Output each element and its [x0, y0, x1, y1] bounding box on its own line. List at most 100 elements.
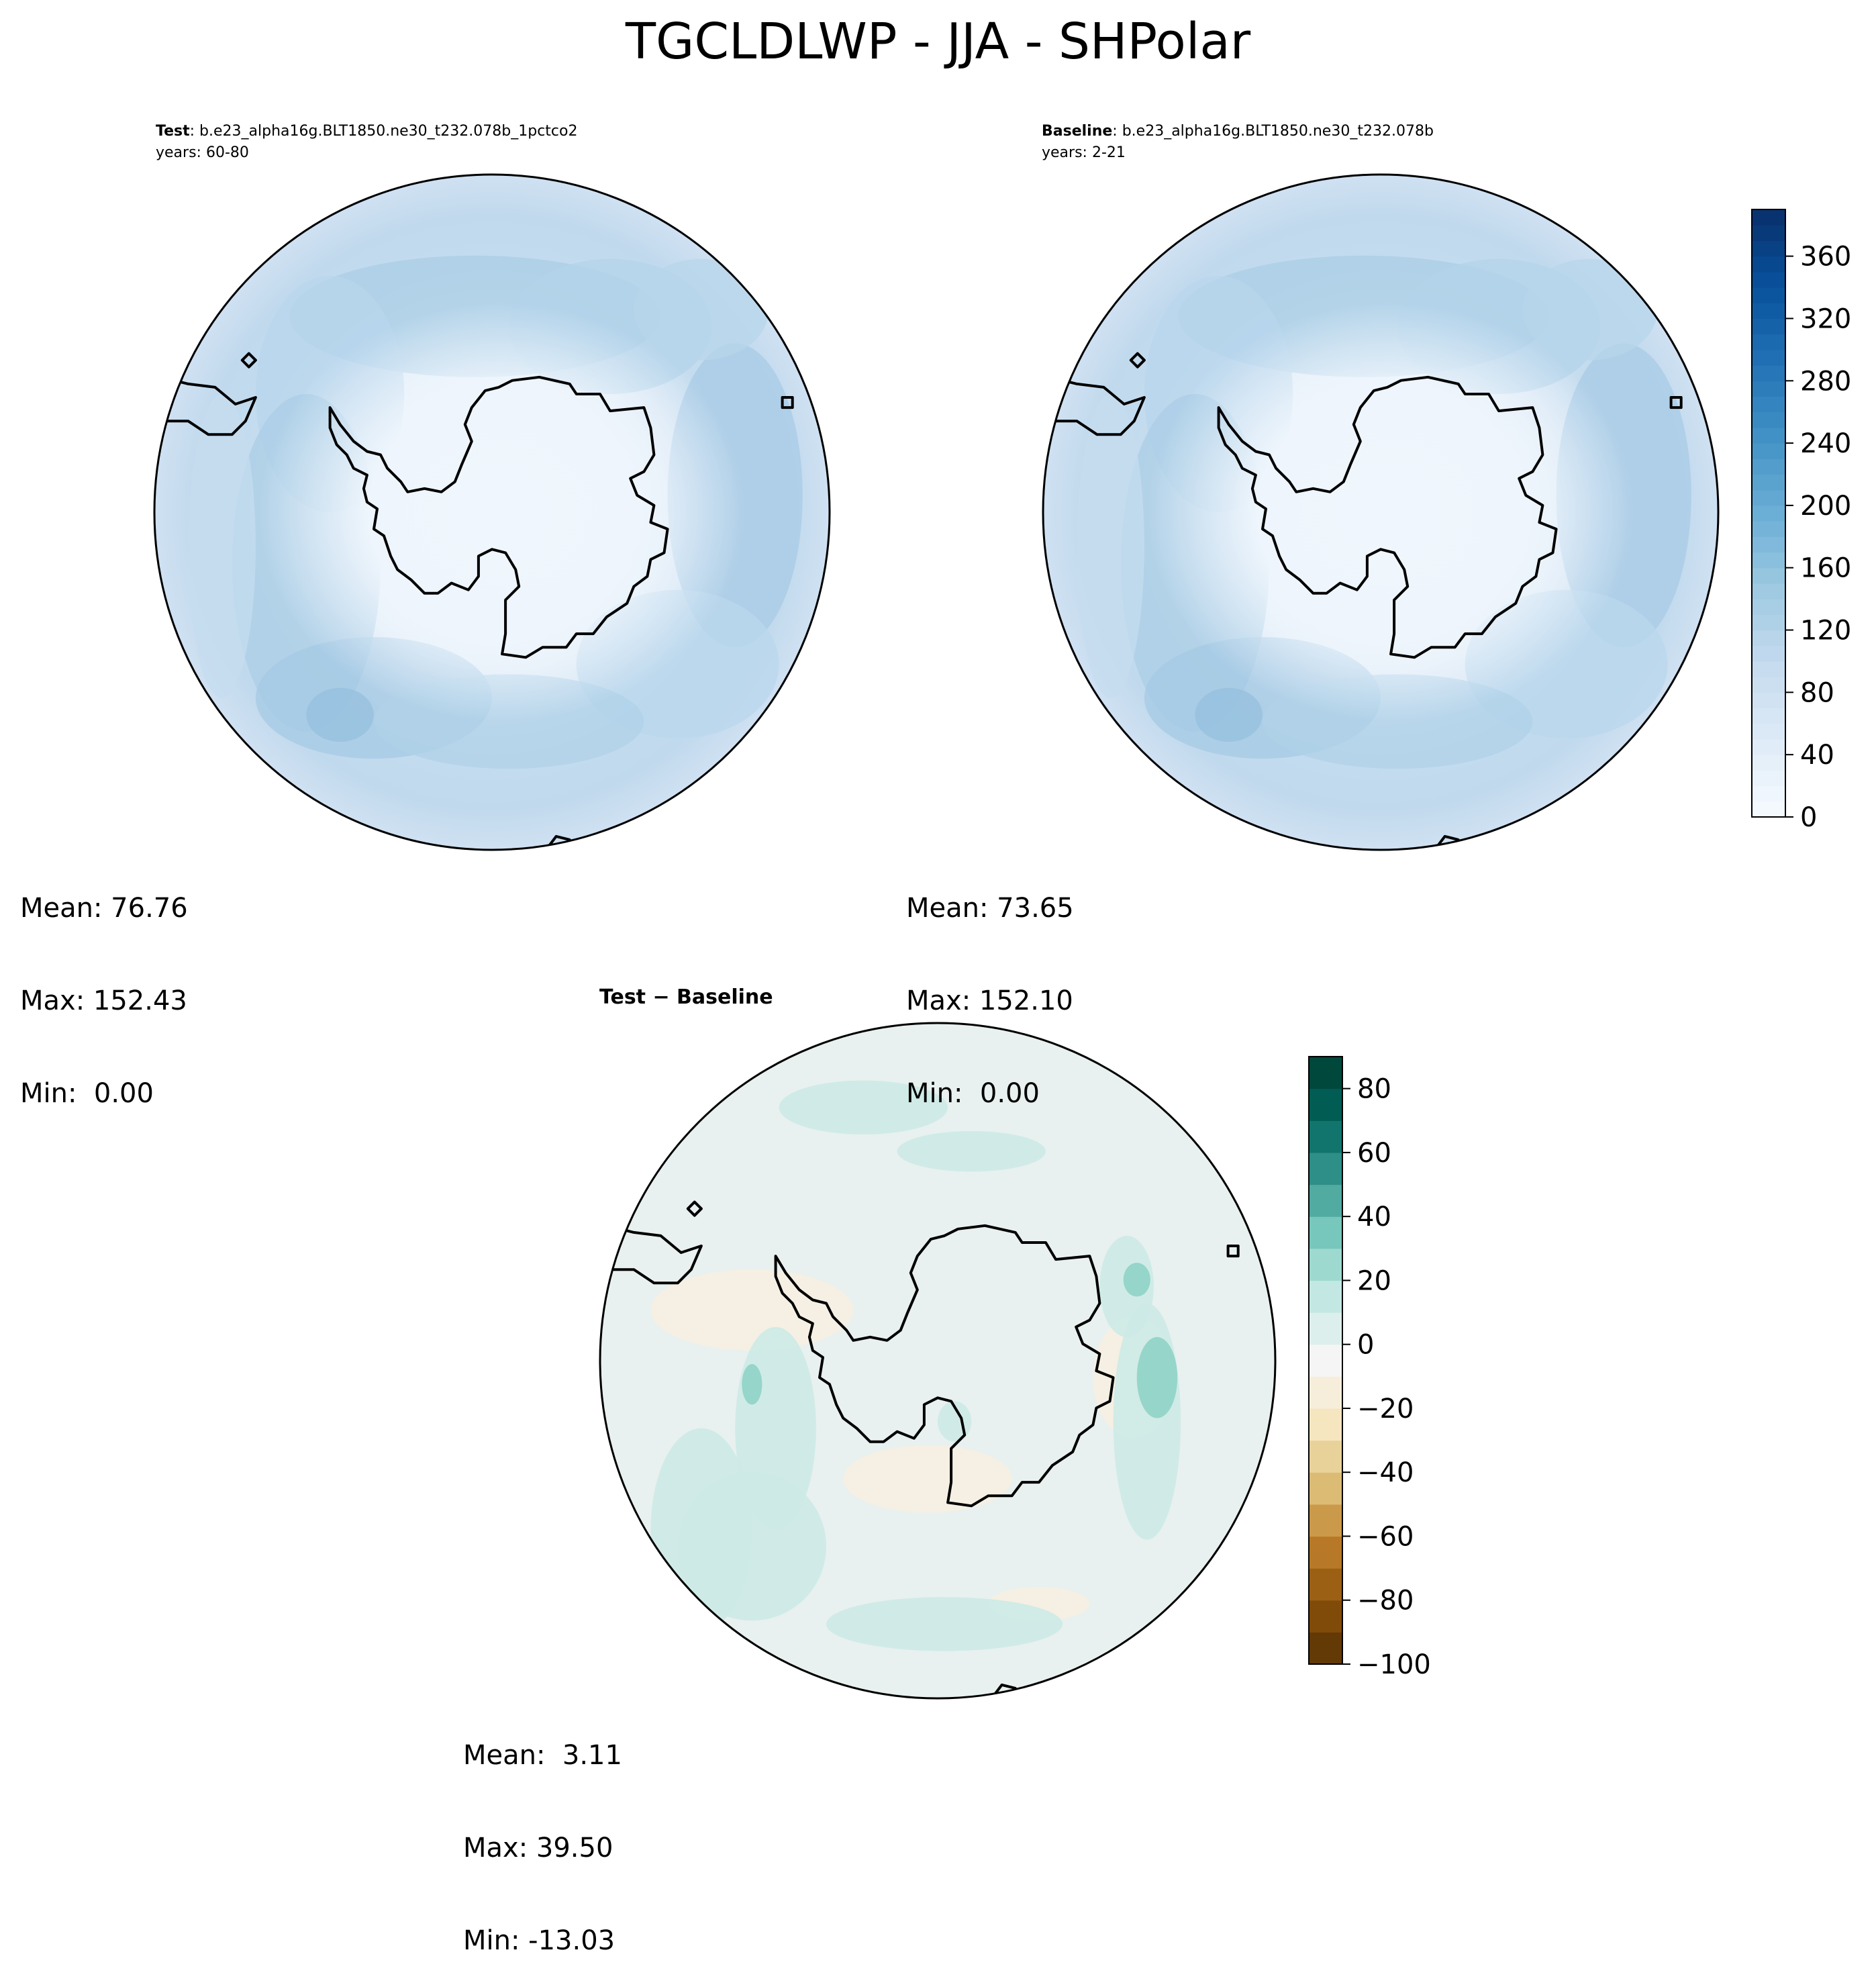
colorbar-tick-label: −20	[1357, 1394, 1414, 1424]
colorbar-segment	[1309, 1120, 1342, 1153]
colorbar-tick-label: −60	[1357, 1521, 1414, 1552]
colorbar-segment	[1752, 489, 1785, 506]
colorbar-segment	[1752, 661, 1785, 677]
colorbar-segment	[1309, 1568, 1342, 1601]
colorbar-segment	[1752, 708, 1785, 724]
colorbar-segment	[1752, 411, 1785, 428]
figure-title: TGCLDLWP - JJA - SHPolar	[625, 13, 1251, 70]
colorbar-tick-label: 320	[1800, 303, 1851, 334]
baseline-label: Baseline	[1042, 123, 1113, 140]
colorbar-segment	[1752, 318, 1785, 335]
field-colorbar: 0 40 80 120 160 200 240 280 320 360	[1751, 209, 1851, 833]
test-label: Test	[156, 123, 190, 140]
colorbar-tick-label: 20	[1357, 1265, 1391, 1296]
colorbar-segment	[1752, 599, 1785, 615]
field-contour-region	[1077, 393, 1144, 698]
colorbar-tick-label: 160	[1800, 553, 1851, 584]
colorbar-segment	[1309, 1440, 1342, 1473]
colorbar-segment	[1752, 738, 1785, 755]
colorbar-segment	[1752, 209, 1785, 226]
colorbar-segment	[1309, 1216, 1342, 1249]
map-field-layer	[154, 175, 830, 850]
colorbar-tick-label: 280	[1800, 366, 1851, 397]
field-contour-region	[742, 1364, 762, 1405]
colorbar-segment	[1752, 770, 1785, 787]
colorbar-segment	[1752, 692, 1785, 709]
colorbar-segment	[1752, 349, 1785, 366]
baseline-mean: Mean: 73.65	[906, 893, 1074, 924]
island-coastline	[240, 352, 257, 369]
colorbar-segment	[1752, 785, 1785, 802]
colorbar-segment	[1752, 381, 1785, 397]
colorbar-segment	[1309, 1504, 1342, 1537]
colorbar-segment	[1752, 365, 1785, 381]
colorbar-segment	[1309, 1088, 1342, 1121]
field-contour-region	[1195, 687, 1263, 742]
antarctica-coastline	[328, 375, 669, 659]
test-max: Max: 152.43	[20, 985, 187, 1016]
colorbar-segment	[1309, 1057, 1342, 1089]
difference-mean: Mean: 3.11	[463, 1740, 622, 1771]
difference-polar-map	[599, 1022, 1277, 1700]
colorbar-segment	[1309, 1184, 1342, 1217]
colorbar-segment	[1752, 677, 1785, 693]
colorbar-segment	[1309, 1408, 1342, 1441]
colorbar-tick-label: 360	[1800, 242, 1851, 273]
colorbar-segment	[1752, 630, 1785, 646]
field-contour-region	[634, 258, 769, 360]
colorbar-tick-label: 200	[1800, 491, 1851, 522]
colorbar-segment	[1752, 801, 1785, 818]
colorbar-segment	[1309, 1248, 1342, 1281]
difference-min: Min: -13.03	[463, 1925, 615, 1956]
baseline-panel-title: Baseline: b.e23_alpha16g.BLT1850.ne30_t2…	[1042, 122, 1434, 141]
south-america-coastline	[606, 1224, 703, 1285]
field-contour-region	[306, 687, 374, 742]
colorbar-segment	[1752, 256, 1785, 273]
field-contour-region	[1113, 1303, 1181, 1540]
map-boundary	[153, 173, 831, 851]
baseline-stats: Mean: 73.65 Max: 152.10 Min: 0.00	[906, 831, 1074, 1140]
colorbar-segment	[1309, 1632, 1342, 1665]
difference-colorbar: 80 60 40 20 0 −20 −40 −60 −80 −100	[1308, 1056, 1431, 1680]
colorbar-tick-label: 0	[1357, 1330, 1374, 1361]
colorbar-segment	[1752, 474, 1785, 491]
island-coastline	[781, 396, 794, 409]
island-coastline	[1669, 396, 1683, 409]
colorbar-tick-label: 40	[1357, 1202, 1391, 1232]
colorbar-segment	[1309, 1376, 1342, 1409]
test-min: Min: 0.00	[20, 1078, 154, 1109]
field-contour-region	[897, 1130, 1046, 1172]
test-case-name: : b.e23_alpha16g.BLT1850.ne30_t232.078b_…	[189, 123, 578, 140]
field-contour-region	[843, 1445, 1012, 1513]
colorbar-segment	[1752, 225, 1785, 242]
test-panel-title: Test: b.e23_alpha16g.BLT1850.ne30_t232.0…	[156, 122, 577, 141]
field-contour-region	[1136, 1337, 1178, 1418]
south-america-coastline	[160, 375, 257, 436]
test-polar-map	[153, 173, 831, 851]
colorbar-segment	[1309, 1152, 1342, 1185]
colorbar-tick-label: 240	[1800, 428, 1851, 459]
difference-max: Max: 39.50	[463, 1833, 613, 1863]
test-stats: Mean: 76.76 Max: 152.43 Min: 0.00	[20, 831, 188, 1140]
colorbar-tick-label: −100	[1357, 1649, 1431, 1680]
colorbar-segment	[1752, 614, 1785, 631]
test-years: years: 60-80	[156, 144, 249, 161]
difference-panel-title: Test − Baseline	[599, 985, 773, 1009]
colorbar-segment	[1752, 458, 1785, 475]
colorbar-segment	[1752, 552, 1785, 569]
baseline-polar-map	[1042, 173, 1720, 851]
colorbar-segment	[1752, 427, 1785, 444]
field-contour-region	[1123, 1263, 1150, 1297]
colorbar-segment	[1752, 271, 1785, 288]
field-contour-region	[188, 393, 256, 698]
colorbar-segment	[1752, 240, 1785, 257]
field-low-region	[258, 303, 746, 722]
colorbar-segment	[1752, 567, 1785, 584]
colorbar-frame	[1308, 1056, 1343, 1665]
colorbar-segment	[1752, 287, 1785, 303]
colorbar-tick-label: 40	[1800, 740, 1834, 771]
island-coastline	[686, 1200, 703, 1217]
colorbar-segment	[1752, 755, 1785, 771]
colorbar-segment	[1752, 505, 1785, 522]
colorbar-tick-label: 80	[1800, 677, 1834, 708]
